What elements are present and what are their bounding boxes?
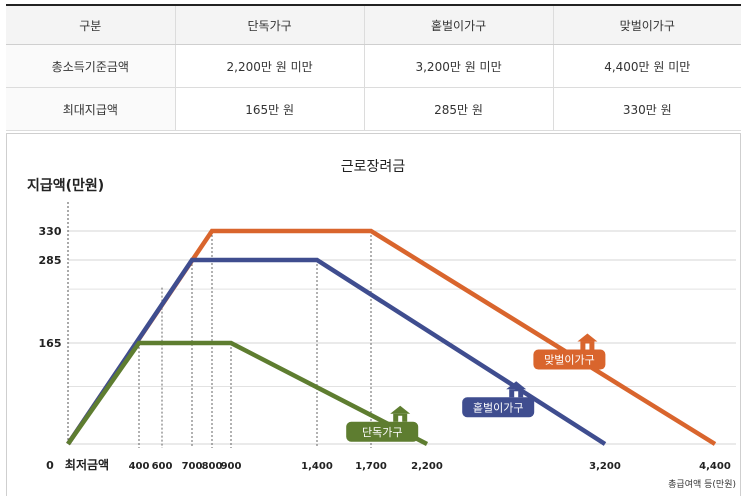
table-header-row: 구분 단독가구 홑벌이가구 맞벌이가구 — [6, 4, 741, 45]
x-tick-label: 800 — [202, 461, 223, 472]
y-axis-label: 지급액(만원) — [27, 177, 104, 194]
x-tick-label: 2,200 — [411, 461, 443, 472]
table-cell: 4,400만 원 미만 — [552, 44, 741, 88]
table-cell: 285만 원 — [363, 87, 554, 131]
series-line — [66, 340, 429, 447]
y-zero-label: 0 — [46, 459, 54, 472]
series-label: 단독가구 — [346, 405, 419, 442]
x-origin-label: 최저금액 — [65, 457, 109, 472]
y-tick-label: 285 — [39, 254, 62, 267]
row-label: 최대지급액 — [6, 87, 176, 131]
series-label: 맞벌이가구 — [533, 333, 606, 370]
series-label-text: 맞벌이가구 — [544, 354, 595, 367]
house-roof — [506, 381, 527, 390]
x-tick-label: 900 — [221, 461, 242, 472]
x-tick-label: 1,700 — [355, 461, 387, 472]
series-label: 홑벌이가구 — [462, 381, 535, 418]
house-door — [514, 391, 519, 398]
chart-title: 근로장려금 — [341, 159, 406, 175]
house-roof — [390, 405, 411, 414]
house-roof — [577, 333, 598, 342]
x-axis-label: 총급여액 등(만원) — [668, 478, 736, 490]
series-label-badge — [346, 421, 419, 442]
table-cell: 3,200만 원 미만 — [363, 44, 554, 88]
table-cell: 2,200만 원 미만 — [174, 44, 365, 88]
house-door — [398, 415, 403, 422]
table-header: 맞벌이가구 — [552, 4, 741, 45]
house-icon — [577, 333, 598, 350]
series-label-badge — [462, 397, 535, 418]
series-label-badge — [533, 349, 606, 370]
table-cell: 330만 원 — [552, 87, 741, 131]
x-tick-label: 4,400 — [699, 461, 731, 472]
series-lines — [66, 228, 717, 447]
x-tick-label: 1,400 — [301, 461, 333, 472]
x-tick-label: 600 — [152, 461, 173, 472]
table-header: 구분 — [6, 4, 176, 45]
table-header: 홑벌이가구 — [363, 4, 554, 45]
x-tick-label: 3,200 — [589, 461, 621, 472]
series-label-text: 홑벌이가구 — [473, 401, 524, 414]
house-icon — [390, 405, 411, 422]
y-tick-label: 330 — [39, 225, 62, 238]
summary-table: 구분 단독가구 홑벌이가구 맞벌이가구 총소득기준금액 2,200만 원 미만 … — [6, 4, 741, 131]
house-icon — [506, 381, 527, 398]
series-label-text: 단독가구 — [362, 426, 402, 439]
table-row: 총소득기준금액 2,200만 원 미만 3,200만 원 미만 4,400만 원… — [6, 44, 741, 88]
guide-lines — [138, 231, 372, 448]
x-tick-label: 700 — [182, 461, 203, 472]
x-tick-label: 400 — [129, 461, 150, 472]
y-tick-label: 165 — [39, 337, 62, 350]
table-cell: 165만 원 — [174, 87, 365, 131]
row-label: 총소득기준금액 — [6, 44, 176, 88]
table-header: 단독가구 — [174, 4, 365, 45]
house-door — [585, 343, 590, 350]
series-line — [66, 228, 717, 446]
table-row: 최대지급액 165만 원 285만 원 330만 원 — [6, 87, 741, 131]
